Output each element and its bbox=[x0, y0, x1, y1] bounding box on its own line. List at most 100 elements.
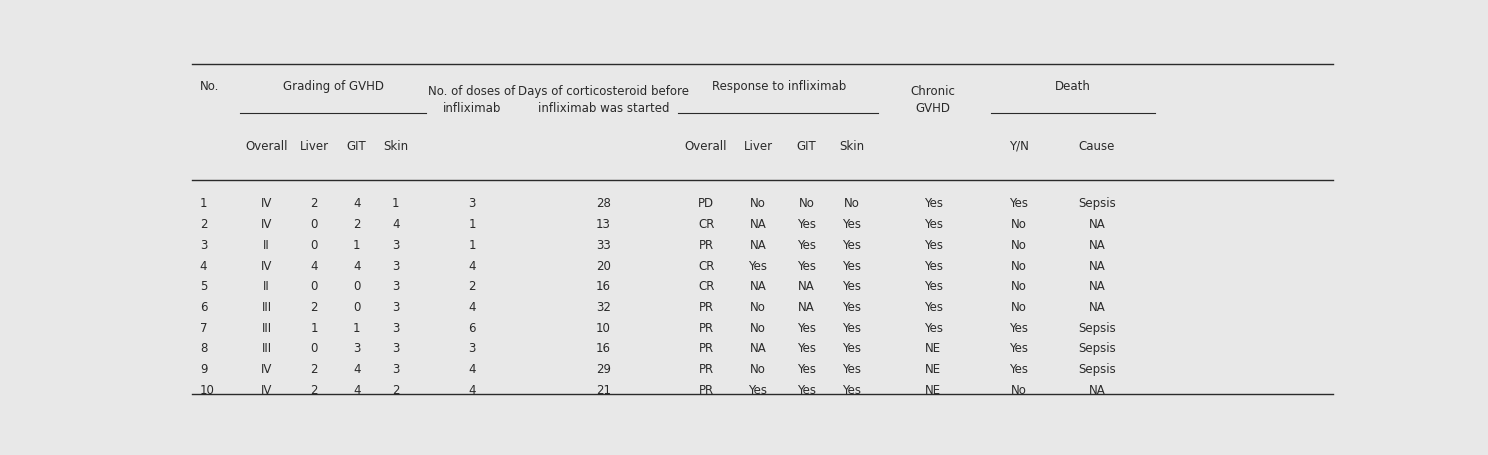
Text: Yes: Yes bbox=[924, 217, 943, 231]
Text: No: No bbox=[1010, 238, 1027, 251]
Text: PR: PR bbox=[698, 300, 714, 313]
Text: 4: 4 bbox=[353, 362, 360, 375]
Text: NA: NA bbox=[750, 238, 766, 251]
Text: IV: IV bbox=[260, 197, 272, 210]
Text: 0: 0 bbox=[353, 300, 360, 313]
Text: 4: 4 bbox=[393, 217, 400, 231]
Text: Yes: Yes bbox=[842, 321, 862, 334]
Text: No: No bbox=[1010, 280, 1027, 293]
Text: Yes: Yes bbox=[1009, 342, 1028, 355]
Text: Yes: Yes bbox=[798, 259, 815, 272]
Text: Sepsis: Sepsis bbox=[1079, 321, 1116, 334]
Text: 2: 2 bbox=[311, 300, 318, 313]
Text: 3: 3 bbox=[393, 300, 400, 313]
Text: 2: 2 bbox=[393, 383, 400, 396]
Text: 4: 4 bbox=[199, 259, 207, 272]
Text: 1: 1 bbox=[353, 321, 360, 334]
Text: 10: 10 bbox=[597, 321, 612, 334]
Text: 13: 13 bbox=[597, 217, 612, 231]
Text: 3: 3 bbox=[469, 342, 476, 355]
Text: Yes: Yes bbox=[924, 259, 943, 272]
Text: 3: 3 bbox=[393, 342, 400, 355]
Text: Yes: Yes bbox=[924, 280, 943, 293]
Text: Sepsis: Sepsis bbox=[1079, 342, 1116, 355]
Text: No: No bbox=[1010, 217, 1027, 231]
Text: NA: NA bbox=[1089, 259, 1106, 272]
Text: II: II bbox=[263, 238, 271, 251]
Text: Yes: Yes bbox=[842, 280, 862, 293]
Text: Skin: Skin bbox=[839, 139, 865, 152]
Text: No: No bbox=[750, 197, 766, 210]
Text: 3: 3 bbox=[393, 362, 400, 375]
Text: 0: 0 bbox=[311, 217, 318, 231]
Text: Yes: Yes bbox=[924, 238, 943, 251]
Text: 2: 2 bbox=[199, 217, 207, 231]
Text: IV: IV bbox=[260, 217, 272, 231]
Text: 0: 0 bbox=[353, 280, 360, 293]
Text: 0: 0 bbox=[311, 342, 318, 355]
Text: Yes: Yes bbox=[798, 238, 815, 251]
Text: Yes: Yes bbox=[798, 321, 815, 334]
Text: 0: 0 bbox=[311, 280, 318, 293]
Text: 3: 3 bbox=[469, 197, 476, 210]
Text: 9: 9 bbox=[199, 362, 207, 375]
Text: Grading of GVHD: Grading of GVHD bbox=[283, 80, 384, 93]
Text: Yes: Yes bbox=[748, 259, 768, 272]
Text: Yes: Yes bbox=[842, 259, 862, 272]
Text: 8: 8 bbox=[199, 342, 207, 355]
Text: 1: 1 bbox=[199, 197, 207, 210]
Text: 3: 3 bbox=[393, 238, 400, 251]
Text: 1: 1 bbox=[393, 197, 400, 210]
Text: Death: Death bbox=[1055, 80, 1091, 93]
Text: Yes: Yes bbox=[1009, 362, 1028, 375]
Text: PD: PD bbox=[698, 197, 714, 210]
Text: 33: 33 bbox=[597, 238, 612, 251]
Text: Yes: Yes bbox=[842, 300, 862, 313]
Text: Yes: Yes bbox=[842, 217, 862, 231]
Text: Liver: Liver bbox=[744, 139, 772, 152]
Text: Chronic
GVHD: Chronic GVHD bbox=[911, 85, 955, 115]
Text: 2: 2 bbox=[311, 197, 318, 210]
Text: NA: NA bbox=[1089, 300, 1106, 313]
Text: 16: 16 bbox=[597, 280, 612, 293]
Text: PR: PR bbox=[698, 238, 714, 251]
Text: IV: IV bbox=[260, 259, 272, 272]
Text: III: III bbox=[262, 300, 272, 313]
Text: Yes: Yes bbox=[842, 383, 862, 396]
Text: Yes: Yes bbox=[842, 238, 862, 251]
Text: 1: 1 bbox=[311, 321, 318, 334]
Text: Overall: Overall bbox=[684, 139, 728, 152]
Text: CR: CR bbox=[698, 259, 714, 272]
Text: 20: 20 bbox=[597, 259, 612, 272]
Text: Response to infliximab: Response to infliximab bbox=[711, 80, 845, 93]
Text: Days of corticosteroid before
infliximab was started: Days of corticosteroid before infliximab… bbox=[518, 85, 689, 115]
Text: 32: 32 bbox=[597, 300, 612, 313]
Text: Yes: Yes bbox=[924, 321, 943, 334]
Text: NA: NA bbox=[1089, 280, 1106, 293]
Text: 2: 2 bbox=[353, 217, 360, 231]
Text: No: No bbox=[799, 197, 814, 210]
Text: NA: NA bbox=[750, 342, 766, 355]
Text: Sepsis: Sepsis bbox=[1079, 362, 1116, 375]
Text: Liver: Liver bbox=[299, 139, 329, 152]
Text: PR: PR bbox=[698, 383, 714, 396]
Text: IV: IV bbox=[260, 383, 272, 396]
Text: Yes: Yes bbox=[798, 217, 815, 231]
Text: 4: 4 bbox=[311, 259, 318, 272]
Text: NE: NE bbox=[926, 383, 942, 396]
Text: CR: CR bbox=[698, 280, 714, 293]
Text: 4: 4 bbox=[353, 383, 360, 396]
Text: Y/N: Y/N bbox=[1009, 139, 1028, 152]
Text: 4: 4 bbox=[469, 259, 476, 272]
Text: 6: 6 bbox=[199, 300, 207, 313]
Text: Yes: Yes bbox=[798, 383, 815, 396]
Text: 21: 21 bbox=[597, 383, 612, 396]
Text: NE: NE bbox=[926, 342, 942, 355]
Text: 5: 5 bbox=[199, 280, 207, 293]
Text: 4: 4 bbox=[469, 300, 476, 313]
Text: 4: 4 bbox=[469, 362, 476, 375]
Text: Yes: Yes bbox=[798, 342, 815, 355]
Text: Yes: Yes bbox=[924, 300, 943, 313]
Text: 16: 16 bbox=[597, 342, 612, 355]
Text: 7: 7 bbox=[199, 321, 207, 334]
